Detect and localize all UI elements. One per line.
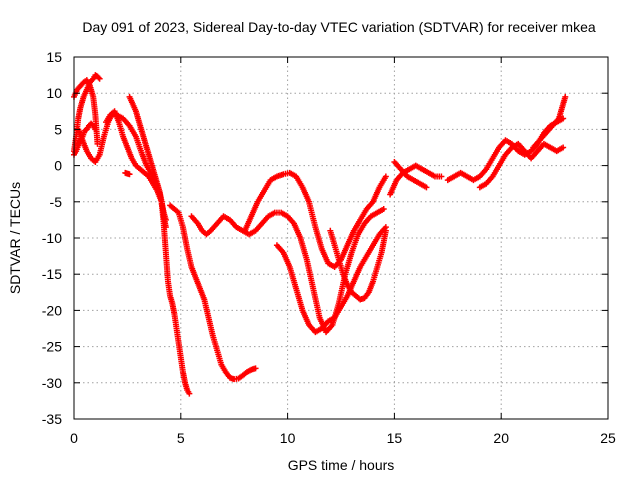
series-track-e [103,108,165,205]
series-track-r [530,93,569,151]
y-tick-label: -10 [42,230,62,246]
x-axis-label: GPS time / hours [288,457,395,473]
series-track-l [273,224,389,336]
data-point [382,173,389,180]
axis-ticks: 0 5 10 15 20 25 -35 -30 -25 -20 -15 -10 -5 0 5 10 15 [42,49,616,446]
data-point [94,140,101,147]
x-tick-label: 20 [493,430,509,446]
data-point [89,76,96,83]
series-track-h [158,198,193,397]
y-tick-label: 5 [54,121,62,137]
series-track-n [387,162,445,198]
data-point [423,184,430,191]
y-tick-label: -20 [42,302,62,318]
data-point [380,206,387,213]
x-tick-label: 25 [600,430,616,446]
series-track-m [327,227,389,303]
data-point [438,173,445,180]
grid [74,57,608,419]
y-tick-label: -25 [42,339,62,355]
x-tick-label: 5 [177,430,185,446]
chart-title: Day 091 of 2023, Sidereal Day-to-day VTE… [82,19,595,35]
series-track-i [167,202,259,383]
data-point [126,171,133,178]
x-tick-label: 0 [70,430,78,446]
data-point [560,144,567,151]
data-point [562,93,569,100]
data-point [252,365,259,372]
series-track-q [476,140,567,191]
data-point [186,390,193,397]
data-point [95,74,102,81]
y-tick-label: 10 [46,85,62,101]
series-track-f [122,169,133,178]
series-track-p [444,115,567,184]
y-axis-label: SDTVAR / TECUs [7,182,23,294]
data-point [96,75,103,82]
series-track-k [241,169,389,270]
series-track-o [391,158,430,191]
y-tick-label: -15 [42,266,62,282]
data-layer [71,72,569,397]
y-tick-label: -30 [42,375,62,391]
y-tick-label: -35 [42,411,62,427]
x-tick-label: 10 [280,430,296,446]
x-tick-label: 15 [387,430,403,446]
y-tick-label: 15 [46,49,62,65]
series-track-c [71,77,101,147]
y-tick-label: -5 [50,194,63,210]
y-tick-label: 0 [54,158,62,174]
data-point [382,227,389,234]
